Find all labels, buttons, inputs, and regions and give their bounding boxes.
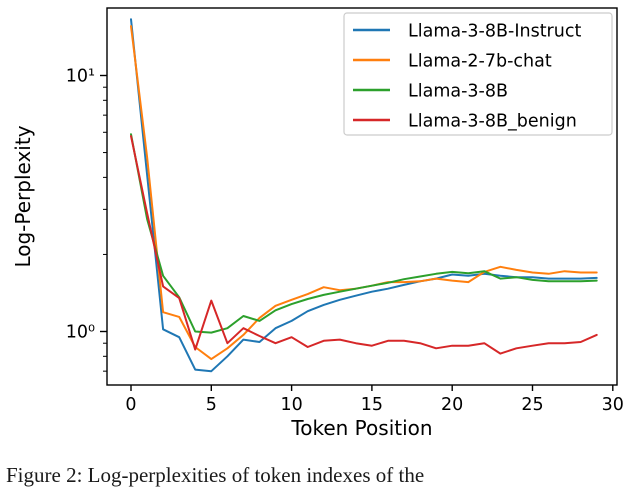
legend-label: Llama-3-8B-Instruct [408, 22, 581, 42]
legend-label: Llama-2-7b-chat [408, 52, 552, 72]
x-tick-label: 5 [206, 395, 217, 415]
x-axis-label: Token Position [290, 416, 432, 440]
y-tick-label: 10⁰ [66, 323, 95, 343]
y-axis-label: Log-Perplexity [11, 125, 35, 267]
series-lines [130, 18, 598, 373]
series-line-llama-3-8b [130, 133, 598, 334]
x-tick-label: 30 [602, 395, 624, 415]
figure: 0 5 10 15 20 25 30 Token Position 10¹ 10⁰ Log-Per… [6, 7, 624, 487]
x-tick-label: 15 [361, 395, 383, 415]
y-tick-label: 10¹ [66, 67, 95, 87]
legend-item: Llama-3-8B-Instruct [353, 22, 581, 42]
figure-caption: Figure 2: Log-perplexities of token inde… [6, 463, 425, 487]
legend: Llama-3-8B-Instruct Llama-2-7b-chat Llama-… [343, 12, 613, 136]
legend-label: Llama-3-8B [408, 82, 508, 102]
legend-item: Llama-3-8B_benign [353, 112, 577, 132]
legend-box [343, 12, 613, 136]
legend-item: Llama-2-7b-chat [353, 52, 552, 72]
x-axis: 0 5 10 15 20 25 30 Token Position [125, 385, 624, 440]
legend-label: Llama-3-8B_benign [408, 112, 577, 132]
x-tick-label: 20 [441, 395, 463, 415]
plot-frame [106, 7, 618, 386]
x-tick-label: 25 [521, 395, 543, 415]
series-line-llama-3-8b-benign [130, 135, 598, 355]
plot-border [106, 7, 618, 386]
x-tick-label: 0 [125, 395, 136, 415]
chart-canvas: 0 5 10 15 20 25 30 Token Position 10¹ 10⁰ Log-Per… [11, 7, 624, 440]
x-tick-label: 10 [280, 395, 302, 415]
legend-item: Llama-3-8B [353, 82, 508, 102]
y-axis: 10¹ 10⁰ Log-Perplexity [11, 67, 107, 372]
